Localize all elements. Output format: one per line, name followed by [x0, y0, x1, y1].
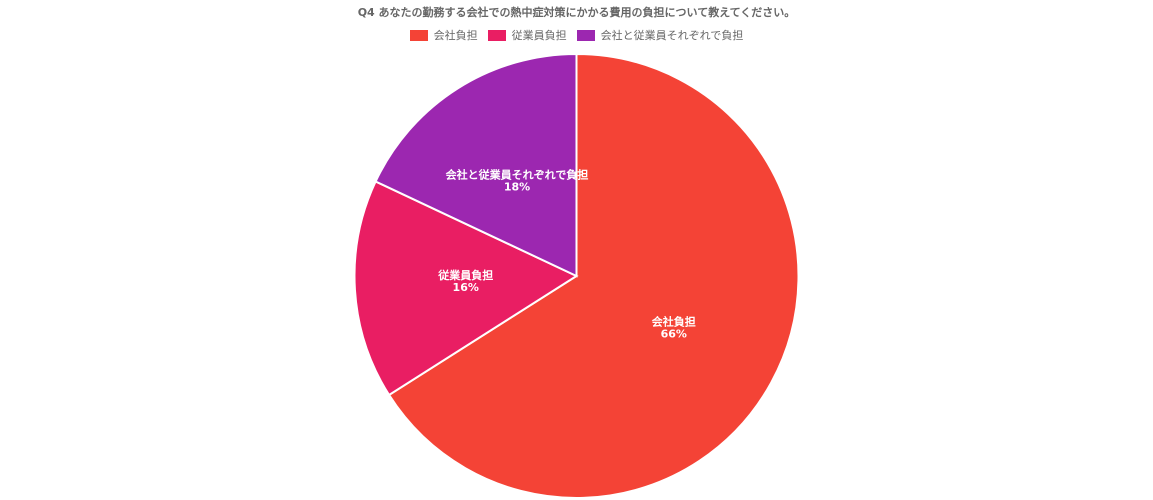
slice-value-label: 16% [453, 281, 479, 294]
slice-label-employee: 従業員負担 16% [437, 268, 493, 294]
legend-label: 会社と従業員それぞれで負担 [600, 29, 744, 42]
slice-shared[interactable] [374, 52, 578, 278]
slice-label-shared: 会社と従業員それぞれで負担 18% [446, 167, 589, 193]
legend: 会社負担 従業員負担 会社と従業員それぞれで負担 [0, 27, 1153, 43]
legend-item-company[interactable]: 会社負担 [409, 27, 478, 43]
legend-swatch [487, 29, 506, 41]
slice-category-label: 従業員負担 [437, 268, 493, 282]
legend-label: 会社負担 [433, 29, 478, 42]
legend-label: 従業員負担 [511, 29, 567, 42]
slice-category-label: 会社と従業員それぞれで負担 [446, 167, 589, 181]
legend-item-employee[interactable]: 従業員負担 [487, 27, 567, 43]
chart-title: Q4 あなたの勤務する会社での熱中症対策にかかる費用の負担について教えてください… [357, 6, 796, 19]
slice-value-label: 18% [504, 180, 530, 193]
slice-category-label: 会社負担 [652, 314, 696, 328]
legend-swatch [409, 29, 428, 41]
slice-label-company: 会社負担 66% [652, 314, 696, 340]
legend-item-shared[interactable]: 会社と従業員それぞれで負担 [576, 27, 744, 43]
slice-employee[interactable] [353, 180, 579, 397]
slice-company[interactable] [387, 52, 800, 499]
legend-swatch [576, 29, 595, 41]
slice-value-label: 66% [661, 327, 687, 340]
